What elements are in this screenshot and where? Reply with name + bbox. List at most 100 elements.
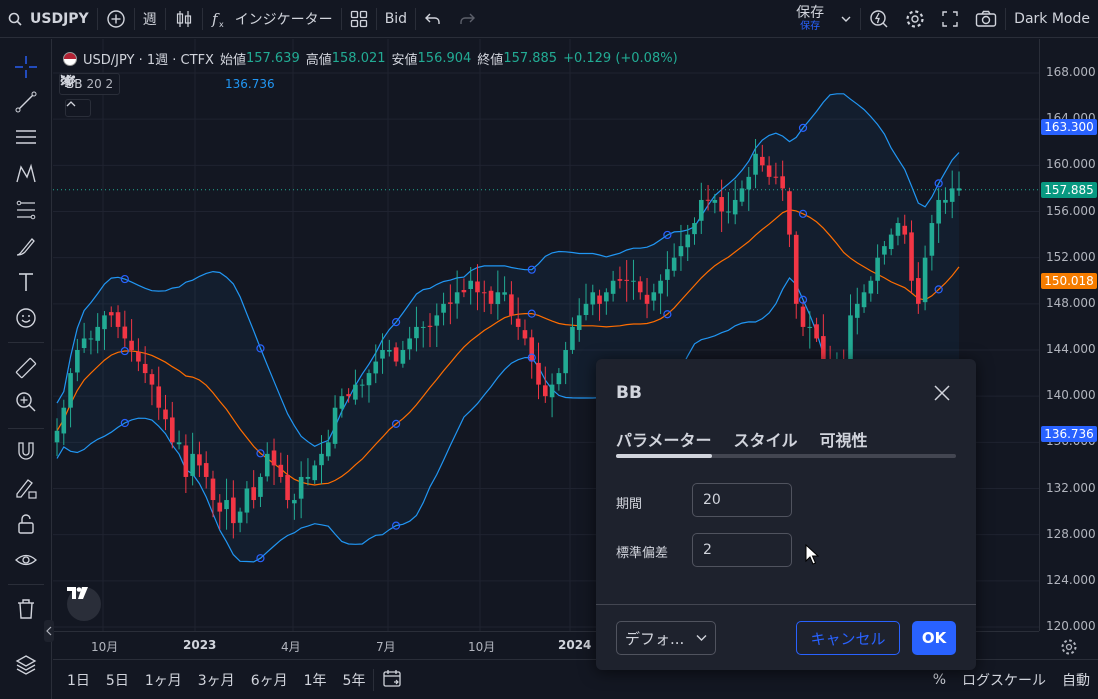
candle-body — [224, 500, 229, 510]
crosshair-tool[interactable] — [0, 49, 52, 85]
tab-parameters[interactable]: パラメーター — [616, 431, 712, 450]
range-5y[interactable]: 5年 — [342, 672, 366, 689]
snapshot-button[interactable] — [967, 0, 1005, 38]
brush-tool[interactable] — [0, 229, 52, 265]
axis-settings-button[interactable] — [1060, 638, 1078, 660]
price-type-button[interactable]: Bid — [384, 10, 408, 27]
theme-toggle[interactable]: Dark Mode — [1014, 10, 1090, 27]
tab-style[interactable]: スタイル — [733, 431, 798, 450]
candle — [902, 214, 908, 244]
stddev-input[interactable] — [692, 533, 792, 567]
candle — [556, 368, 562, 391]
hide-drawings-tool[interactable] — [0, 542, 52, 578]
auto-scale-toggle[interactable]: 自動 — [1062, 672, 1090, 689]
range-5d[interactable]: 5日 — [105, 672, 129, 689]
magnet-tool[interactable] — [0, 434, 52, 470]
candle-body — [726, 211, 731, 213]
more-icon[interactable] — [60, 74, 76, 80]
candle — [108, 306, 114, 328]
text-icon — [19, 273, 33, 291]
text-tool[interactable] — [0, 264, 52, 300]
save-button[interactable]: 保存 保存 — [788, 6, 832, 32]
defaults-dropdown[interactable]: デフォ... — [616, 621, 716, 655]
compare-button[interactable] — [98, 0, 134, 38]
candle — [868, 276, 874, 302]
candle — [448, 284, 453, 325]
fib-tool[interactable] — [0, 192, 52, 228]
range-3m[interactable]: 3ヶ月 — [197, 672, 235, 689]
zoom-tool[interactable] — [0, 384, 52, 420]
redo-button[interactable] — [450, 0, 484, 38]
candle — [325, 429, 331, 461]
calendar-icon — [383, 669, 402, 687]
candle-body — [468, 280, 473, 290]
range-1d[interactable]: 1日 — [67, 672, 90, 689]
ruler-tool[interactable] — [0, 350, 52, 386]
time-axis[interactable]: 10月 2023 4月 7月 10月 2024 — [53, 631, 1039, 659]
horizontal-lines-tool[interactable] — [0, 119, 52, 155]
candle-body — [678, 246, 684, 257]
layout-button[interactable] — [342, 0, 376, 38]
lock-drawing-tool[interactable] — [0, 470, 52, 506]
lines-icon — [16, 130, 36, 144]
symbol-search[interactable]: USDJPY — [0, 0, 97, 38]
candle — [54, 418, 60, 457]
candle — [400, 340, 406, 368]
chart-pane[interactable]: USD/JPY · 1週 · CTFX 始値 157.639 高値 158.021 … — [53, 39, 1039, 631]
candle-body — [522, 330, 528, 339]
undo-button[interactable] — [416, 0, 450, 38]
tab-visibility[interactable]: 可視性 — [819, 431, 868, 450]
remove-drawings-tool[interactable] — [0, 591, 52, 627]
candle — [644, 277, 650, 319]
chart-type-button[interactable] — [166, 0, 202, 38]
settings-button[interactable] — [897, 0, 933, 38]
candle — [746, 167, 752, 211]
lower-band-price-label: 136.736 — [1041, 425, 1097, 442]
close-button[interactable] — [930, 381, 954, 405]
candle-body — [854, 303, 860, 318]
candle — [359, 379, 365, 398]
period-input[interactable] — [692, 483, 792, 517]
gear-icon — [1061, 639, 1077, 655]
quick-search-button[interactable] — [861, 0, 897, 38]
collapse-legend-button[interactable] — [65, 99, 91, 117]
candle — [624, 260, 629, 302]
eye-icon — [15, 554, 37, 566]
grid-icon — [350, 10, 367, 27]
percent-toggle[interactable]: % — [932, 671, 946, 688]
candle — [780, 160, 785, 201]
candle — [149, 369, 155, 406]
hide-toolbar-button[interactable] — [44, 620, 54, 642]
chart-canvas[interactable] — [53, 39, 1039, 631]
cancel-button[interactable]: キャンセル — [796, 621, 900, 655]
candle-body — [936, 199, 941, 224]
log-scale-toggle[interactable]: ログスケール — [962, 672, 1046, 689]
interval-button[interactable]: 週 — [142, 11, 157, 28]
indicator-legend[interactable]: BB 20 2 — [59, 73, 121, 95]
candle-body — [231, 497, 236, 524]
pattern-tool[interactable] — [0, 156, 52, 192]
go-to-date-button[interactable] — [374, 668, 410, 692]
range-6m[interactable]: 6ヶ月 — [250, 672, 288, 689]
drawing-toolbar — [0, 39, 52, 699]
range-1y[interactable]: 1年 — [303, 672, 327, 689]
trend-line-tool[interactable] — [0, 84, 52, 120]
range-1m[interactable]: 1ヶ月 — [144, 672, 182, 689]
candle-body — [719, 197, 724, 212]
candle-body — [502, 292, 507, 295]
candle — [929, 214, 935, 271]
fullscreen-button[interactable] — [933, 0, 967, 38]
basis-price-label: 150.018 — [1041, 272, 1097, 289]
candle — [495, 270, 501, 320]
ok-button[interactable]: OK — [912, 621, 956, 655]
candle-body — [448, 302, 453, 304]
save-menu-button[interactable] — [832, 0, 860, 38]
lock-all-tool[interactable] — [0, 506, 52, 542]
open-value: 157.639 — [245, 51, 300, 66]
emoji-tool[interactable] — [0, 300, 52, 336]
object-tree-button[interactable] — [0, 647, 52, 683]
price-scale[interactable]: 168.000 164.000 160.000 156.000 152.000 148.0… — [1039, 39, 1098, 633]
divider — [8, 342, 44, 343]
tradingview-logo[interactable] — [67, 587, 101, 621]
